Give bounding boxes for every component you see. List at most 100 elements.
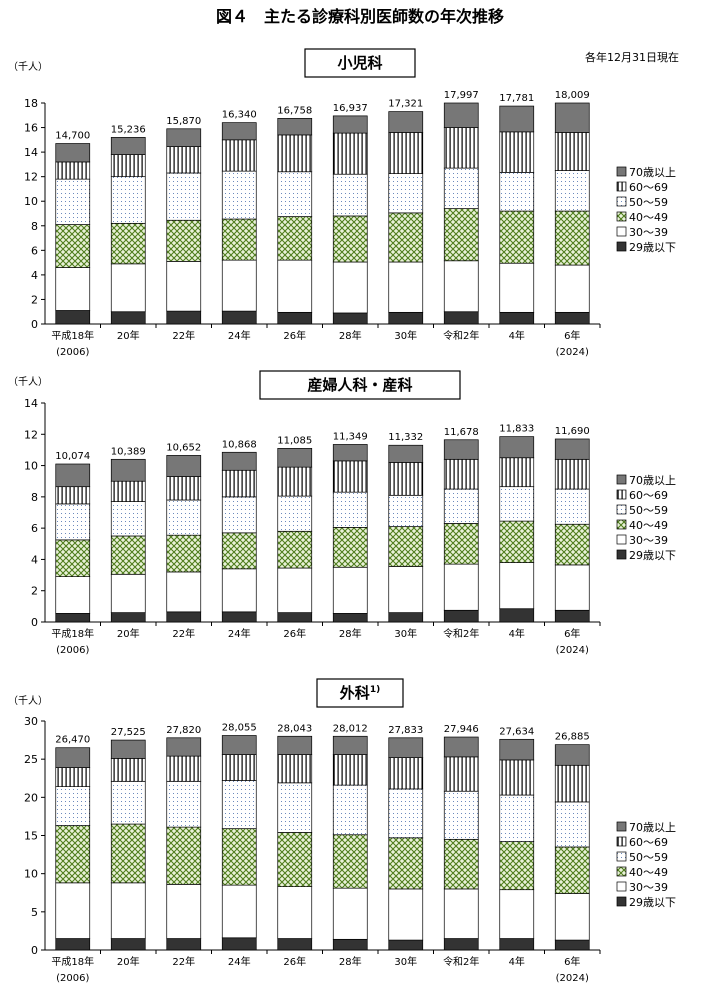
- bar-segment-29歳以下: [277, 938, 313, 951]
- bar-segment-70歳以上: [443, 102, 479, 128]
- bar-segment-30～39: [277, 886, 313, 939]
- bar-segment-40～49: [221, 218, 257, 261]
- legend-label: 50～59: [629, 851, 668, 864]
- y-tick-label: 0: [31, 944, 38, 957]
- bar-segment-40～49: [499, 841, 535, 891]
- legend-label: 70歳以上: [629, 166, 676, 179]
- legend-swatch: [616, 166, 627, 177]
- bar-total-label: 10,389: [111, 446, 146, 457]
- bar-segment-50～59: [388, 788, 424, 839]
- bar-segment-70歳以上: [388, 737, 424, 758]
- bar-segment-29歳以下: [443, 311, 479, 325]
- charts-container: 小児科 （千人） 0 2 4 6 8 10 12 14 16 18 14,700 平成18年 (2006) 1…: [8, 48, 676, 984]
- x-tick-label: 4年: [509, 627, 525, 640]
- y-tick-label: 5: [31, 906, 38, 919]
- y-tick-label: 30: [24, 715, 38, 728]
- legend-label: 70歳以上: [629, 474, 676, 487]
- bar-segment-40～49: [443, 523, 479, 565]
- bar-segment-70歳以上: [221, 735, 257, 755]
- bar-segment-30～39: [332, 261, 368, 314]
- legend-swatch: [616, 489, 627, 500]
- legend-label: 60～69: [629, 489, 668, 502]
- bar-total-label: 11,690: [555, 426, 590, 437]
- bar-segment-29歳以下: [388, 311, 424, 325]
- bar-segment-70歳以上: [55, 747, 91, 768]
- bar-segment-40～49: [499, 210, 535, 264]
- bar-segment-40～49: [221, 828, 257, 886]
- bar-segment-29歳以下: [499, 608, 535, 623]
- bar-segment-40～49: [443, 838, 479, 890]
- bar-segment-29歳以下: [443, 938, 479, 951]
- bar-segment-40～49: [443, 208, 479, 262]
- bar-segment-50～59: [221, 780, 257, 829]
- bar-total-label: 10,652: [166, 442, 201, 453]
- y-tick-label: 0: [31, 318, 38, 331]
- bar-segment-60～69: [221, 139, 257, 172]
- bar-segment-30～39: [166, 884, 202, 939]
- bar-segment-30～39: [277, 259, 313, 313]
- legend-swatch: [616, 549, 627, 560]
- x-tick-sublabel: (2024): [556, 347, 589, 358]
- bar-total-label: 28,055: [222, 723, 257, 734]
- bar-segment-60～69: [554, 764, 590, 803]
- y-tick-label: 2: [31, 585, 38, 598]
- bar-segment-40～49: [388, 526, 424, 567]
- bar-segment-60～69: [166, 755, 202, 782]
- legend-swatch: [616, 196, 627, 207]
- bar-segment-40～49: [554, 523, 590, 566]
- bar-segment-70歳以上: [332, 444, 368, 462]
- bar-segment-30～39: [55, 882, 91, 939]
- bar-segment-70歳以上: [443, 439, 479, 460]
- bar-total-label: 17,321: [388, 99, 423, 110]
- bar-segment-29歳以下: [443, 609, 479, 623]
- bar-segment-30～39: [277, 567, 313, 613]
- y-tick-label: 8: [31, 220, 38, 233]
- chart-3: 外科1)（千人）05101520253026,470平成18年(2006)27,…: [8, 678, 676, 984]
- legend-swatch: [616, 226, 627, 237]
- bar-total-label: 26,885: [555, 732, 590, 743]
- bar-total-label: 11,833: [499, 424, 534, 435]
- bar-segment-30～39: [110, 882, 146, 939]
- legend-label: 40～49: [629, 211, 668, 224]
- bar-total-label: 16,937: [333, 103, 368, 114]
- bar-segment-29歳以下: [554, 939, 590, 951]
- bar-segment-30～39: [332, 566, 368, 614]
- legend-label: 29歳以下: [629, 241, 676, 254]
- bar-segment-60～69: [55, 161, 91, 180]
- legend-label: 50～59: [629, 504, 668, 517]
- x-tick-label: 30年: [394, 329, 417, 342]
- bar-segment-29歳以下: [277, 311, 313, 325]
- bar-segment-29歳以下: [221, 937, 257, 951]
- x-tick-label: 24年: [228, 955, 251, 968]
- y-tick-label: 18: [24, 97, 38, 110]
- bar-segment-70歳以上: [55, 463, 91, 488]
- x-tick-sublabel: (2024): [556, 645, 589, 656]
- bar-segment-70歳以上: [110, 739, 146, 759]
- bar-segment-50～59: [388, 494, 424, 527]
- x-tick-label: 令和2年: [443, 627, 479, 640]
- bar-segment-60～69: [166, 476, 202, 501]
- bar-segment-29歳以下: [55, 613, 91, 623]
- bar-segment-30～39: [388, 566, 424, 613]
- bar-segment-60～69: [332, 460, 368, 493]
- bar-segment-30～39: [388, 888, 424, 941]
- bar-segment-40～49: [332, 215, 368, 263]
- bar-segment-50～59: [110, 780, 146, 825]
- x-tick-label: 20年: [117, 955, 140, 968]
- bar-total-label: 11,085: [277, 435, 312, 446]
- panel-title: 産婦人科・産科: [307, 376, 412, 394]
- bar-segment-40～49: [388, 212, 424, 263]
- legend-label: 40～49: [629, 866, 668, 879]
- bar-segment-60～69: [499, 131, 535, 173]
- bar-segment-29歳以下: [110, 938, 146, 951]
- bar-segment-29歳以下: [110, 311, 146, 325]
- bar-segment-50～59: [443, 790, 479, 840]
- x-tick-label: 令和2年: [443, 955, 479, 968]
- bar-segment-40～49: [55, 825, 91, 884]
- bar-segment-40～49: [166, 219, 202, 262]
- bar-segment-29歳以下: [55, 310, 91, 325]
- x-tick-sublabel: (2006): [56, 645, 89, 656]
- bar-segment-70歳以上: [166, 128, 202, 147]
- x-tick-sublabel: (2006): [56, 973, 89, 984]
- bar-segment-60～69: [443, 127, 479, 169]
